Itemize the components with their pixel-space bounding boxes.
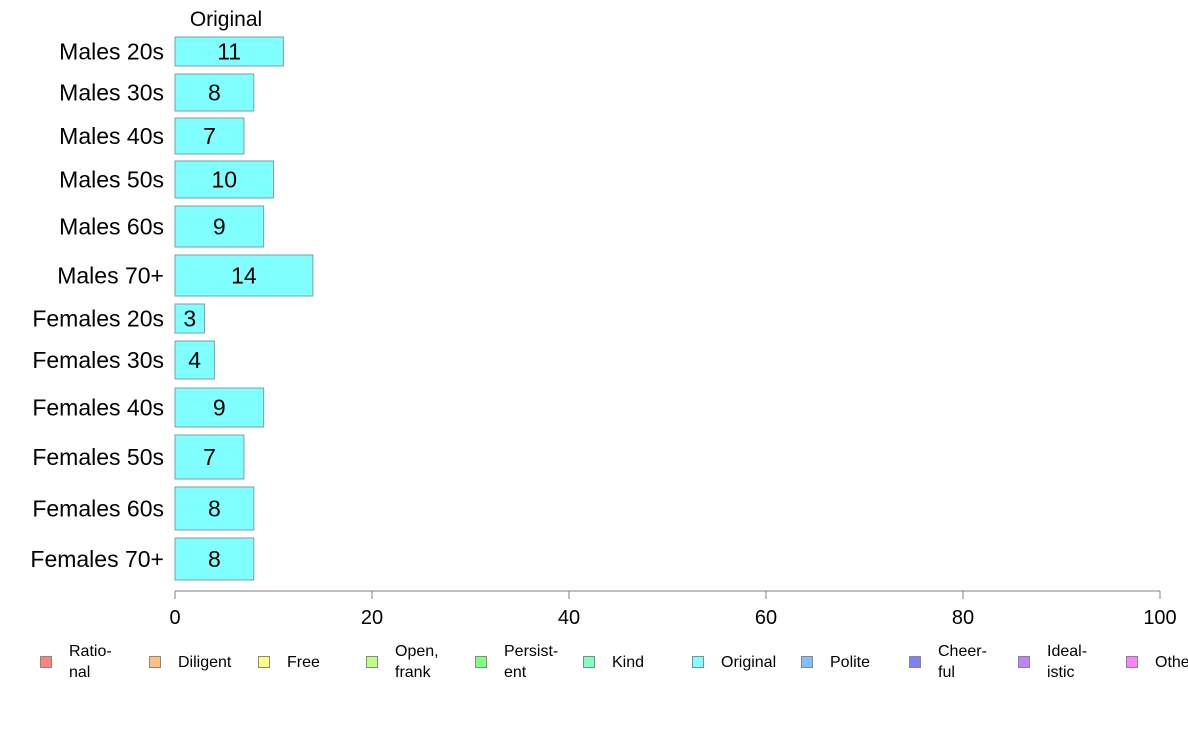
- legend-item-other: Other: [1126, 640, 1188, 684]
- legend-label: Free: [287, 653, 320, 671]
- legend-item-cheer-ful: Cheer- ful: [909, 640, 987, 684]
- legend-swatch: [692, 656, 704, 668]
- legend-label: Open, frank: [395, 643, 439, 681]
- x-tick-label: 40: [558, 607, 580, 629]
- bar-males-30s: [174, 73, 255, 112]
- legend-swatch: [909, 656, 921, 668]
- x-tick-label: 20: [361, 607, 383, 629]
- bar-value-label: 8: [208, 496, 221, 522]
- category-label: Females 70+: [30, 546, 164, 572]
- bar-females-20s: [174, 303, 206, 334]
- legend-label: Ideal- istic: [1047, 643, 1088, 681]
- bar-males-70: [174, 254, 314, 297]
- legend-swatch: [801, 656, 813, 668]
- legend-item-free: Free: [258, 640, 320, 684]
- legend-label: Polite: [830, 653, 871, 671]
- legend-swatch: [40, 656, 52, 668]
- category-label: Males 40s: [59, 123, 164, 149]
- bar-females-60s: [174, 486, 255, 531]
- bar-value-label: 11: [217, 39, 241, 65]
- category-label: Females 60s: [32, 496, 164, 522]
- category-label: Males 30s: [59, 80, 164, 106]
- legend-label: Diligent: [178, 653, 232, 671]
- chart-legend: Ratio- nal Diligent Free Open, frank Persist…: [0, 640, 1188, 690]
- legend-label: Other: [1155, 653, 1188, 671]
- legend-item-kind: Kind: [583, 640, 644, 684]
- legend-label: Persist- ent: [504, 643, 559, 681]
- x-tick-label: 0: [169, 607, 180, 629]
- bar-value-label: 9: [213, 395, 226, 421]
- bar-chart: Original 11 Males 20s 8 Males 30s 7 Males 40s…: [30, 8, 1176, 629]
- bar-value-label: 9: [213, 214, 226, 240]
- legend-swatch: [366, 656, 378, 668]
- bar-value-label: 10: [211, 167, 237, 193]
- bar-males-40s: [174, 117, 245, 155]
- bar-value-label: 7: [203, 123, 216, 149]
- category-label: Females 40s: [32, 395, 164, 421]
- bar-value-label: 14: [231, 263, 257, 289]
- category-label: Males 60s: [59, 214, 164, 240]
- bar-value-label: 4: [188, 347, 201, 373]
- legend-item-original: Original: [692, 640, 776, 684]
- legend-item-polite: Polite: [801, 640, 870, 684]
- legend-item-open-frank: Open, frank: [366, 640, 439, 684]
- category-label: Females 50s: [32, 444, 164, 470]
- x-tick-label: 100: [1143, 607, 1176, 629]
- legend-item-ideal-istic: Ideal- istic: [1018, 640, 1087, 684]
- legend-label: Original: [721, 653, 777, 671]
- category-label: Males 20s: [59, 39, 164, 65]
- bar-females-70: [174, 537, 255, 581]
- legend-swatch: [583, 656, 595, 668]
- legend-item-persist-ent: Persist- ent: [475, 640, 558, 684]
- bar-value-label: 8: [208, 546, 221, 572]
- legend-item-diligent: Diligent: [149, 640, 231, 684]
- category-label: Males 50s: [59, 167, 164, 193]
- legend-swatch: [475, 656, 487, 668]
- chart-title: Original: [190, 8, 262, 31]
- legend-label: Cheer- ful: [938, 643, 987, 681]
- x-tick-label: 80: [952, 607, 974, 629]
- category-label: Females 20s: [32, 306, 164, 332]
- category-label: Females 30s: [32, 347, 164, 373]
- legend-item-ratio-nal: Ratio- nal: [40, 640, 112, 684]
- category-label: Males 70+: [57, 263, 164, 289]
- bar-males-50s: [174, 160, 274, 199]
- legend-swatch: [149, 656, 161, 668]
- bar-males-20s: [174, 36, 284, 67]
- bar-females-50s: [174, 434, 245, 480]
- bar-value-label: 3: [183, 306, 196, 332]
- bar-females-30s: [174, 340, 215, 380]
- bar-value-label: 7: [203, 444, 216, 470]
- x-tick-label: 60: [755, 607, 777, 629]
- bar-value-label: 8: [208, 80, 221, 106]
- bar-females-40s: [174, 387, 265, 428]
- legend-swatch: [1018, 656, 1030, 668]
- bar-males-60s: [174, 205, 265, 248]
- legend-swatch: [1126, 656, 1138, 668]
- legend-label: Ratio- nal: [69, 643, 112, 681]
- legend-label: Kind: [612, 653, 645, 671]
- legend-swatch: [258, 656, 270, 668]
